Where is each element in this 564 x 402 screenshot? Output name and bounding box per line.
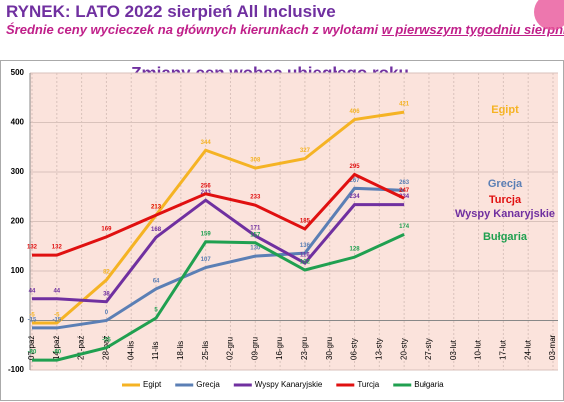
data-label: 82 xyxy=(103,269,110,275)
data-label: 44 xyxy=(29,288,36,294)
data-label: 344 xyxy=(201,140,212,146)
series-name-label: Turcja xyxy=(489,194,522,206)
x-tick-label: 06-sty xyxy=(350,338,359,360)
data-label: 128 xyxy=(350,247,361,253)
data-label: 171 xyxy=(250,225,261,231)
data-label: 169 xyxy=(101,226,112,232)
legend-label: Grecja xyxy=(196,380,220,389)
series-name-label: Grecja xyxy=(488,178,523,190)
y-tick-label: 400 xyxy=(11,118,25,127)
x-tick-label: 03-mar xyxy=(548,334,557,360)
data-label: -80 xyxy=(28,350,37,356)
data-label: 64 xyxy=(153,278,160,284)
series-name-label: Bułgaria xyxy=(483,231,528,243)
data-label: 130 xyxy=(250,246,261,252)
data-label: 421 xyxy=(399,102,410,108)
legend-label: Bułgaria xyxy=(414,380,444,389)
data-label: 267 xyxy=(350,178,361,184)
data-label: 107 xyxy=(201,257,212,263)
data-label: 247 xyxy=(399,188,410,194)
series-line xyxy=(32,198,405,304)
data-label: 102 xyxy=(300,260,311,266)
series-line xyxy=(32,186,405,330)
data-label: 308 xyxy=(250,158,261,164)
y-tick-label: 100 xyxy=(11,266,25,275)
data-label: 157 xyxy=(250,232,261,238)
data-label: 0 xyxy=(105,310,109,316)
x-tick-label: 16-gru xyxy=(275,337,284,360)
data-label: 168 xyxy=(151,227,162,233)
y-tick-label: 0 xyxy=(20,316,25,325)
y-tick-label: 300 xyxy=(11,167,25,176)
data-label: -15 xyxy=(52,318,61,324)
x-tick-label: 11-lis xyxy=(151,341,160,360)
chart: Zmiany cen wobec ubiegłego roku -1000100… xyxy=(0,60,564,401)
x-tick-label: 18-lis xyxy=(176,341,185,360)
x-tick-label: 27-sty xyxy=(424,338,433,360)
data-label: 233 xyxy=(250,195,261,201)
data-label: 159 xyxy=(201,231,212,237)
data-label: 327 xyxy=(300,148,311,154)
x-tick-label: 07-paź xyxy=(27,336,36,360)
y-tick-label: 500 xyxy=(11,68,25,77)
x-tick-label: 25-lis xyxy=(201,341,210,360)
header-title: RYNEK: LATO 2022 sierpień All Inclusive xyxy=(6,2,336,21)
x-tick-label: 09-gru xyxy=(250,337,259,360)
series-line xyxy=(32,233,405,362)
x-tick-label: 03-lut xyxy=(449,339,458,360)
y-tick-label: 200 xyxy=(11,217,25,226)
data-label: -5 xyxy=(54,313,60,319)
data-label: 234 xyxy=(350,194,361,200)
subtitle-underlined: w pierwszym tygodniu sierpnia xyxy=(381,22,564,37)
series-name-label: Wyspy Kanaryjskie xyxy=(455,208,555,220)
x-tick-label: 17-lut xyxy=(498,339,507,360)
data-label: 406 xyxy=(350,109,361,115)
legend-label: Egipt xyxy=(143,380,162,389)
x-tick-label: 23-gru xyxy=(300,337,309,360)
data-label: -80 xyxy=(52,350,61,356)
x-tick-label: 04-lis xyxy=(126,341,135,360)
x-tick-label: 24-lut xyxy=(523,339,532,360)
series-name-label: Egipt xyxy=(491,104,519,116)
x-tick-label: 13-sty xyxy=(374,338,383,360)
x-tick-label: 20-sty xyxy=(399,338,408,360)
data-label: 263 xyxy=(399,180,410,186)
data-label: 213 xyxy=(151,205,162,211)
data-label: 44 xyxy=(53,288,60,294)
x-tick-label: 30-gru xyxy=(325,337,334,360)
data-label: 5 xyxy=(154,308,158,314)
legend-label: Turcja xyxy=(357,380,379,389)
data-label: 136 xyxy=(300,243,311,249)
data-label: 132 xyxy=(27,245,38,251)
data-label: 213 xyxy=(151,205,162,211)
data-label: 132 xyxy=(52,245,63,251)
x-tick-label: 10-lut xyxy=(474,339,483,360)
data-label: 116 xyxy=(300,253,310,259)
x-tick-label: 14-paź xyxy=(52,336,61,360)
y-tick-label: -100 xyxy=(8,365,25,374)
logo xyxy=(534,0,564,30)
subtitle-text: Średnie ceny wycieczek na głównych kieru… xyxy=(6,22,382,37)
data-label: -15 xyxy=(28,318,37,324)
series-line xyxy=(32,110,405,325)
data-label: 185 xyxy=(300,219,311,225)
x-tick-label: 21-paź xyxy=(77,336,86,360)
x-tick-label: 02-gru xyxy=(226,337,235,360)
legend-label: Wyspy Kanaryjskie xyxy=(255,380,323,389)
data-label: 256 xyxy=(201,183,212,189)
data-label: 295 xyxy=(350,164,361,170)
data-label: 174 xyxy=(399,224,410,230)
data-label: -5 xyxy=(29,313,35,319)
data-label: 38 xyxy=(103,291,110,297)
header-subtitle: Średnie ceny wycieczek na głównych kieru… xyxy=(6,22,564,37)
series-line xyxy=(32,172,405,257)
data-label: -55 xyxy=(102,337,111,343)
